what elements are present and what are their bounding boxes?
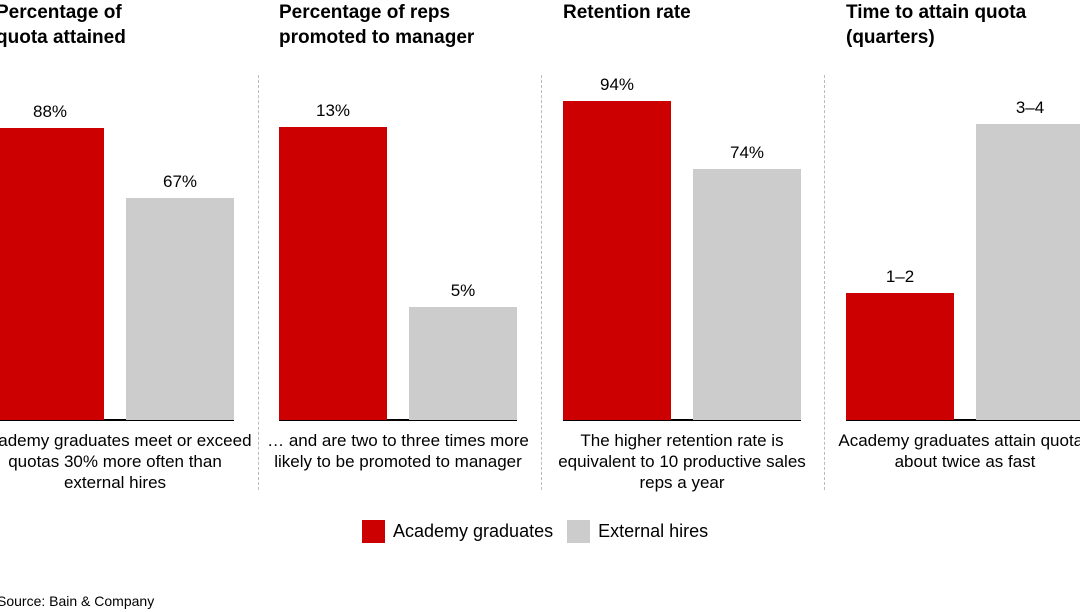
panel-description: The higher retention rate is equivalent … [558, 431, 806, 492]
panel-title: Percentage of quota attained [0, 2, 126, 48]
data-label: 67% [162, 171, 198, 191]
data-label: 88% [32, 101, 68, 121]
legend-label-external: External hires [598, 521, 709, 541]
bar-academy [279, 127, 387, 420]
baseline [563, 419, 801, 421]
legend-swatch-external [567, 520, 591, 543]
panel-divider [824, 75, 825, 490]
legend: Academy graduates External hires [362, 520, 708, 543]
baseline [0, 419, 234, 421]
panel-title: Retention rate [563, 2, 691, 23]
baseline [279, 419, 517, 421]
panel-description: … and are two to three times more likely… [267, 431, 529, 471]
panel-title: Time to attain quota (quarters) [846, 2, 1027, 48]
data-label: 74% [729, 142, 765, 162]
panel-description: Academy graduates attain quotas about tw… [838, 431, 1080, 471]
baseline [846, 419, 1080, 421]
data-label: 5% [450, 281, 476, 301]
bar-academy [0, 127, 104, 420]
bar-external [693, 168, 801, 420]
panel-divider [258, 75, 259, 490]
panel-divider [541, 75, 542, 490]
bar-external [409, 307, 517, 420]
legend-swatch-academy [362, 520, 385, 543]
chart-panel: Time to attain quota (quarters) Academy g… [838, 0, 1080, 500]
source-note: Source: Bain & Company [0, 593, 155, 609]
bar-academy [563, 101, 671, 420]
data-label: 94% [599, 75, 635, 95]
bar-external [976, 123, 1080, 420]
chart-panel: Percentage of reps promoted to manager … … [267, 0, 529, 500]
chart-panel: Retention rate The higher retention rate … [558, 0, 806, 500]
legend-label-academy: Academy graduates [393, 521, 554, 541]
data-label: 13% [315, 101, 351, 121]
bar-external [126, 197, 234, 420]
bar-academy [846, 293, 954, 420]
data-label: 1–2 [885, 267, 915, 287]
panel-description: Academy graduates meet or exceed quotas … [0, 431, 252, 492]
data-label: 3–4 [1015, 97, 1045, 117]
chart-panel: Percentage of quota attained Academy grad… [0, 0, 252, 500]
panel-title: Percentage of reps promoted to manager [279, 2, 475, 48]
